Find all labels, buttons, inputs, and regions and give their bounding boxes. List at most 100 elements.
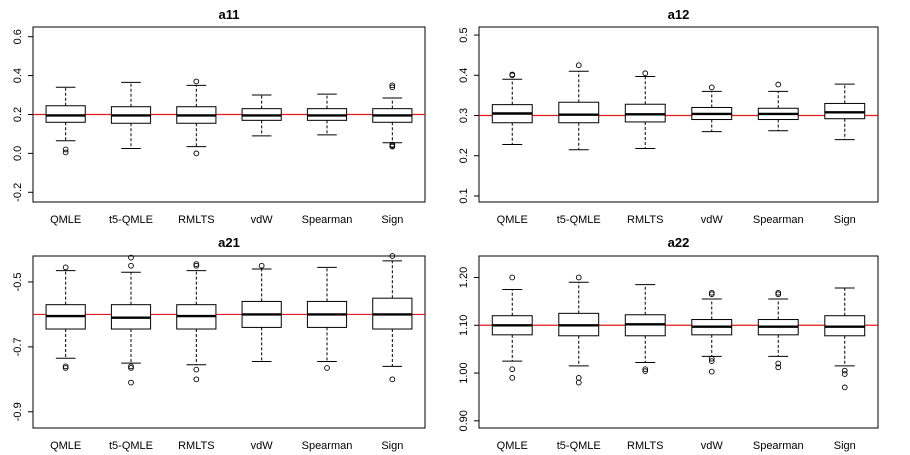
outlier-point <box>708 355 715 362</box>
outlier-point <box>708 291 715 298</box>
outlier-point <box>62 363 69 370</box>
outlier-point <box>389 82 396 89</box>
chart-title: a21 <box>218 235 240 250</box>
iqr-box <box>45 105 86 123</box>
y-tick-label: 0.90 <box>458 410 470 431</box>
outlier-point <box>775 364 782 371</box>
x-tick-label: RMLTS <box>627 440 663 452</box>
x-tick-label: Sign <box>381 440 403 452</box>
box-t5-QMLE <box>110 254 152 386</box>
outlier-point <box>193 366 200 373</box>
x-tick-label: t5-QMLE <box>109 440 153 452</box>
panel-a11: a11 -0.2 0.0 0.2 0.4 0.6 QMLE t5-QMLE RMLTS vdW Sp… <box>12 7 426 226</box>
plot-frame <box>32 255 426 429</box>
x-tick-label: QMLE <box>497 440 528 452</box>
chart-title: a11 <box>219 7 240 22</box>
y-tick-label: 0.2 <box>458 148 470 163</box>
box-Spearman <box>306 93 348 136</box>
y-tick-label: 0.3 <box>458 108 470 123</box>
box-Sign <box>372 253 413 383</box>
outlier-point <box>708 84 715 91</box>
x-tick-label: t5-QMLE <box>557 214 601 226</box>
box-vdW <box>691 289 733 375</box>
y-tick-label: -0.2 <box>12 183 24 202</box>
x-tick-label: t5-QMLE <box>557 440 601 452</box>
box-QMLE <box>491 274 533 381</box>
outlier-point <box>775 360 782 367</box>
iqr-box <box>624 103 666 123</box>
box-vdW <box>691 84 733 133</box>
x-tick-label: Spearman <box>302 440 353 452</box>
box-Sign <box>824 287 866 391</box>
outlier-point <box>575 274 582 281</box>
outlier-point <box>509 72 516 79</box>
box-Sign <box>824 83 866 141</box>
outlier-point <box>128 254 134 261</box>
outlier-point <box>389 143 396 150</box>
outlier-point <box>509 374 516 381</box>
outlier-point <box>841 384 848 391</box>
iqr-box <box>824 102 866 120</box>
box-vdW <box>241 262 282 362</box>
box-Spearman <box>757 81 799 132</box>
box-Spearman <box>757 289 799 371</box>
x-tick-label: vdW <box>251 440 274 452</box>
y-tick-label: 0.2 <box>12 107 24 122</box>
outlier-point <box>258 262 265 269</box>
y-tick-label: -0.7 <box>12 337 24 356</box>
outlier-point <box>841 371 848 377</box>
x-tick-label: vdW <box>251 214 274 226</box>
outlier-point <box>62 264 69 271</box>
outlier-point <box>193 150 200 157</box>
outlier-point <box>575 374 582 381</box>
outlier-point <box>389 376 396 383</box>
y-tick-label: 1.20 <box>458 267 470 288</box>
y-tick-label: -0.9 <box>12 402 24 421</box>
box-RMLTS <box>624 70 666 149</box>
outlier-point <box>128 365 134 371</box>
x-tick-label: Spearman <box>302 214 353 226</box>
outlier-point <box>708 368 715 375</box>
outlier-point <box>128 262 134 269</box>
x-tick-label: QMLE <box>50 440 81 452</box>
box-t5-QMLE <box>558 62 600 151</box>
x-tick-label: Spearman <box>753 214 804 226</box>
box-QMLE <box>491 71 533 145</box>
outlier-point <box>708 358 715 364</box>
outlier-point <box>642 366 649 373</box>
outlier-point <box>775 81 782 88</box>
y-tick-label: -0.5 <box>12 272 24 291</box>
outlier-point <box>389 253 396 259</box>
box-QMLE <box>45 264 86 371</box>
box-t5-QMLE <box>558 274 600 386</box>
box-Spearman <box>306 266 348 371</box>
x-tick-label: Sign <box>834 440 856 452</box>
outlier-point <box>193 376 200 383</box>
x-tick-label: QMLE <box>50 214 81 226</box>
x-tick-label: vdW <box>701 214 724 226</box>
outlier-point <box>509 366 516 373</box>
outlier-point <box>62 365 69 371</box>
outlier-point <box>575 62 582 69</box>
outlier-point <box>62 146 69 153</box>
outlier-point <box>324 365 330 371</box>
x-tick-label: RMLTS <box>627 214 663 226</box>
outlier-point <box>642 70 649 77</box>
outlier-point <box>642 368 649 374</box>
y-tick-label: 0.0 <box>12 146 24 161</box>
box-RMLTS <box>624 284 666 374</box>
x-tick-label: t5-QMLE <box>109 214 153 226</box>
x-tick-label: RMLTS <box>178 440 214 452</box>
panel-a12: a12 0.1 0.2 0.3 0.4 0.5 QMLE t5-QMLE RMLTS vdW Spe… <box>458 7 879 226</box>
chart-title: a12 <box>668 7 690 22</box>
x-tick-label: Sign <box>834 214 856 226</box>
x-tick-label: Spearman <box>753 440 804 452</box>
y-tick-label: 0.4 <box>458 68 470 83</box>
box-t5-QMLE <box>110 81 152 150</box>
y-tick-label: 0.1 <box>458 188 470 203</box>
outlier-point <box>193 261 200 267</box>
outlier-point <box>193 78 200 85</box>
outlier-point <box>128 363 134 370</box>
outlier-point <box>128 379 134 386</box>
